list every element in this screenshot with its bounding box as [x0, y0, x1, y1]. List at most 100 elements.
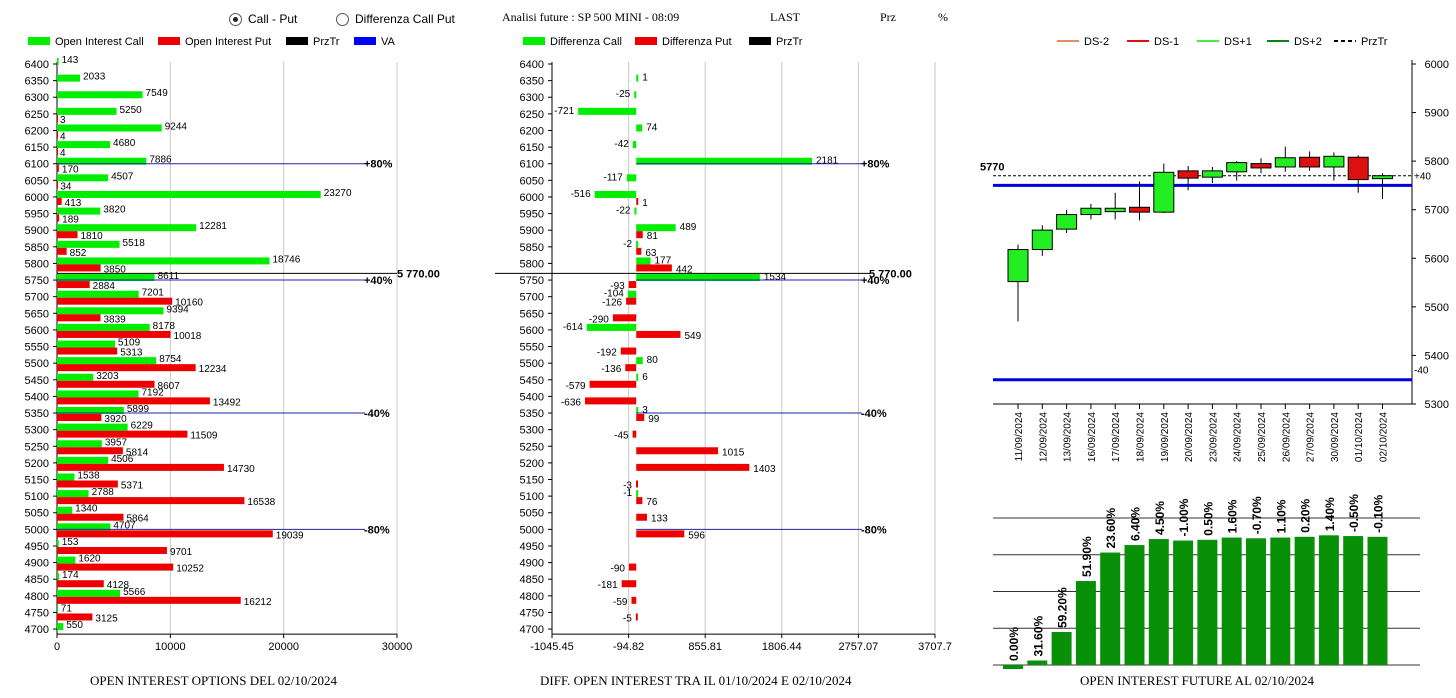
radio-call-put[interactable]: Call - Put [229, 11, 297, 27]
put-value-label: 34 [60, 181, 72, 192]
put-bar [57, 214, 60, 222]
y-tick-label: 6000 [1425, 59, 1449, 71]
legend-label: DS-1 [1154, 36, 1179, 48]
strike-label: 4950 [25, 541, 49, 553]
call-bar [57, 606, 58, 614]
pct-label: % [938, 10, 948, 24]
oi-future-label: 1.60% [1226, 499, 1240, 533]
put-bar [57, 164, 59, 172]
oi-future-label: -0.70% [1250, 496, 1264, 534]
level-label: +40% [861, 275, 890, 287]
put-bar [57, 197, 62, 205]
call-bar [57, 589, 121, 597]
put-value-label: 189 [62, 215, 79, 226]
diff-call-label: -2 [623, 239, 632, 250]
diff-call-label: -614 [563, 322, 583, 333]
legend-label: Open Interest Put [185, 36, 271, 48]
diff-call-bar [578, 107, 637, 115]
diff-put-bar [636, 247, 642, 255]
diff-call-label: 3 [642, 405, 648, 416]
call-bar [57, 440, 102, 448]
call-value-label: 5566 [123, 587, 146, 598]
put-value-label: 12234 [199, 364, 227, 375]
strike-label: 5600 [25, 325, 49, 337]
y-tick-label: 5600 [1425, 253, 1449, 265]
radio-unselected-icon [336, 12, 349, 26]
price-label: 5 770.00 [869, 268, 912, 280]
diff-put-bar [621, 580, 637, 588]
call-bar [57, 407, 124, 415]
oi-future-bar [1294, 536, 1315, 665]
call-value-label: 1538 [77, 471, 100, 482]
call-value-label: 9244 [165, 121, 188, 132]
date-label: 12/09/2024 [1038, 412, 1049, 462]
diff-call-bar [626, 174, 637, 182]
put-bar [57, 297, 173, 305]
diff-call-bar [636, 124, 643, 132]
diff-call-label: 80 [647, 355, 659, 366]
oi-future-bar [1343, 536, 1364, 665]
put-bar [57, 480, 118, 488]
legend-label: DS-2 [1084, 36, 1109, 48]
x-tick-label: 20000 [268, 641, 299, 653]
strike-label: 5300 [520, 425, 544, 437]
diff-put-bar [631, 596, 637, 604]
put-value-label: 413 [65, 198, 82, 209]
put-bar [57, 563, 174, 571]
call-bar [57, 556, 76, 564]
strike-label: 6050 [25, 175, 49, 187]
put-value-label: 10018 [174, 331, 202, 342]
strike-label: 4850 [25, 574, 49, 586]
oi-future-bar [1318, 535, 1339, 665]
put-bar [57, 330, 171, 338]
strike-label: 5950 [520, 209, 544, 221]
legend-swatch [286, 37, 308, 45]
diff-put-label: 133 [651, 514, 668, 525]
diff-put-bar [632, 430, 637, 438]
diff-put-label: 63 [645, 248, 657, 259]
put-bar [57, 347, 118, 355]
call-value-label: 71 [61, 603, 73, 614]
strike-label: 6100 [25, 159, 49, 171]
legend-label: Open Interest Call [55, 36, 144, 48]
x-tick-label: -94.82 [613, 641, 644, 653]
candle-body [1323, 155, 1345, 168]
call-bar [57, 506, 73, 514]
oi-future-chart: 0.00% 31.60%59.20%51.90%23.60% 6.40% 4.50% -… [993, 494, 1420, 669]
strike-label: 5250 [25, 441, 49, 453]
strike-label: 6350 [520, 76, 544, 88]
level-label: +40% [364, 275, 393, 287]
put-bar [57, 447, 123, 455]
put-value-label: 1810 [81, 231, 104, 242]
strike-label: 5050 [520, 508, 544, 520]
candle-body [1080, 207, 1102, 216]
oi-future-label: 59.20% [1056, 587, 1070, 628]
put-bar [57, 364, 196, 372]
diff-call-bar [636, 357, 643, 365]
strike-label: 4750 [520, 607, 544, 619]
level-label: -40% [861, 408, 887, 420]
diff-put-bar [636, 497, 643, 505]
diff-put-bar [620, 347, 637, 355]
strike-label: 6300 [25, 92, 49, 104]
legend-label: PrzTr [1361, 36, 1388, 48]
candle-body [1031, 229, 1053, 251]
radio-differenza[interactable]: Differenza Call Put [336, 11, 455, 27]
oi-future-bar [1148, 539, 1169, 665]
diff-put-label: -181 [598, 580, 618, 591]
put-value-label: 3920 [104, 414, 127, 425]
diff-put-bar [625, 364, 637, 372]
put-value-label: 16212 [244, 597, 272, 608]
x-tick-label: 855.81 [688, 641, 722, 653]
diff-oi-chart: Differenza Call Differenza Put PrzTr -1045.… [495, 36, 952, 653]
strike-label: 6200 [520, 125, 544, 137]
oi-future-bar [1124, 545, 1145, 665]
legend-label: PrzTr [313, 36, 340, 48]
strike-label: 5000 [25, 524, 49, 536]
diff-put-label: -290 [589, 314, 609, 325]
diff-put-bar [636, 447, 719, 455]
strike-label: 5800 [520, 258, 544, 270]
call-value-label: 550 [66, 620, 83, 631]
diff-call-bar [636, 490, 639, 498]
oi-future-label: 1.10% [1274, 499, 1288, 533]
